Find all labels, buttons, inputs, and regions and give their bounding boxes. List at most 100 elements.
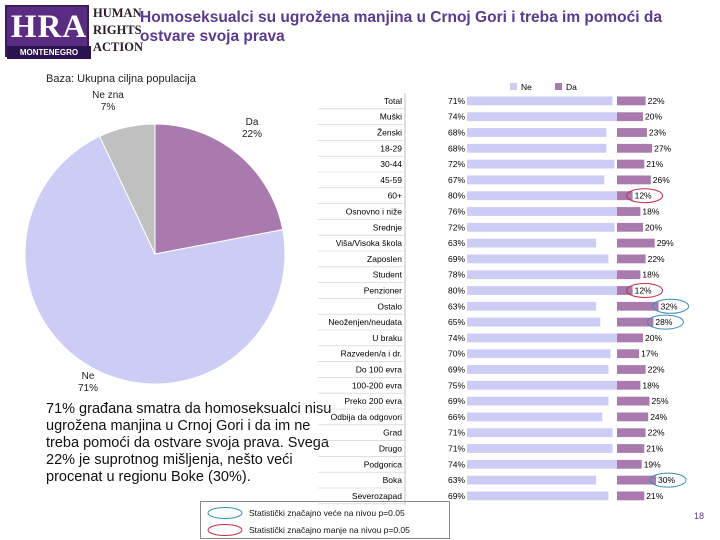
category-label: Drugo [379, 444, 402, 454]
pie-label-ne-zna: Ne zna 7% [88, 90, 128, 114]
bar-da [617, 128, 647, 137]
bar-row-muski: Muški 74% 20% [318, 112, 662, 125]
bar-da [617, 396, 650, 406]
pie-slice-ne [24, 135, 286, 385]
summary-text: 71% građana smatra da homoseksualci nisu… [46, 401, 332, 485]
category-label: Ženski [377, 128, 402, 138]
bar-da [617, 191, 633, 201]
bar-ne-value: 76% [448, 207, 465, 217]
category-label: Preko 200 evra [344, 396, 402, 406]
logo-word-human: HUMAN [93, 6, 142, 20]
bar-row-drugo: Drugo 71% 21% [318, 444, 664, 457]
significance-notes: Statistički značajno veće na nivou p=0.0… [200, 501, 450, 539]
bar-legend: Ne Da [510, 82, 577, 92]
category-label: 30-44 [380, 159, 402, 169]
pie-label-da: Da 22% [232, 117, 272, 141]
category-label: U braku [372, 333, 402, 343]
bar-row-u-braku: U braku 74% 20% [318, 333, 662, 347]
significance-higher-marker [652, 298, 690, 314]
bar-row-grad: Grad 71% 22% [318, 428, 665, 441]
bar-ne [467, 112, 619, 122]
significance-higher-marker [646, 314, 684, 330]
category-label: Total [384, 96, 402, 106]
bar-row-do-100-evra: Do 100 evra 69% 22% [318, 365, 665, 378]
category-label: Penzioner [364, 286, 402, 296]
legend-label-da: Da [566, 82, 577, 92]
bar-da-value: 32% [661, 301, 678, 311]
bar-da-value: 30% [658, 475, 675, 485]
bar-da-value: 28% [655, 317, 672, 327]
category-label: Srednje [373, 222, 403, 232]
bar-da-value: 21% [646, 491, 663, 501]
bar-ne-value: 65% [448, 317, 465, 327]
bar-ne-value: 71% [448, 428, 465, 438]
bar-da-value: 29% [657, 238, 674, 248]
bar-da-value: 25% [652, 396, 669, 406]
bar-da-value: 20% [645, 222, 662, 232]
bar-da-value: 22% [648, 96, 665, 106]
bar-da [617, 286, 633, 295]
bar-da-value: 18% [642, 380, 659, 390]
bar-ne [467, 333, 619, 343]
bar-row-severozapad: Severozapad 69% 21% [318, 491, 664, 505]
bar-ne [467, 159, 615, 169]
bar-row-osnovno-i-nize: Osnovno i niže 76% 18% [318, 207, 660, 220]
bar-ne [467, 444, 613, 453]
bar-da [617, 317, 654, 327]
bar-da-value: 12% [635, 191, 652, 201]
bar-da [617, 380, 641, 390]
category-label: Podgorica [364, 459, 403, 469]
bar-row-preko-200-evra: Preko 200 evra 69% 25% [318, 396, 669, 410]
bar-ne [467, 380, 621, 390]
bar-row-razveden-a-i-dr: Razveden/a i dr. 70% 17% [318, 349, 659, 362]
legend-swatch-ne [510, 83, 517, 90]
bar-da [617, 254, 646, 264]
bar-da-value: 22% [648, 254, 665, 264]
category-label: Grad [383, 428, 402, 438]
bar-da [617, 428, 646, 438]
bar-ne-value: 72% [448, 222, 465, 232]
pie-label-ne: Ne 71% [68, 371, 108, 395]
logo-subtitle: MONTENEGRO [7, 46, 91, 59]
bar-da [617, 207, 641, 216]
legend-label-ne: Ne [521, 82, 532, 92]
bar-row-ostalo: Ostalo 63% 32% [318, 298, 690, 315]
bar-row-18-29: 18-29 68% 27% [318, 143, 672, 157]
bar-ne [467, 175, 605, 185]
category-label: 45-59 [380, 175, 402, 185]
slide-title: Homoseksualci su ugrožena manjina u Crno… [140, 9, 662, 45]
bar-da-value: 19% [644, 459, 661, 469]
category-label: Student [373, 270, 403, 280]
category-label: Boka [383, 475, 403, 485]
bar-ne [467, 317, 601, 327]
bar-da-value: 20% [645, 333, 662, 343]
bar-ne [467, 222, 615, 232]
pie-label-da-name: Da [245, 117, 259, 128]
bar-da-value: 21% [646, 159, 663, 169]
bar-ne-value: 72% [448, 159, 465, 169]
bar-da [617, 475, 656, 485]
pie-chart [24, 123, 286, 385]
bar-da-value: 17% [641, 349, 658, 359]
bar-da-value: 22% [648, 365, 665, 375]
bar-ne-value: 78% [448, 270, 465, 280]
bar-ne [467, 143, 607, 153]
category-label: Viša/Visoka škola [336, 238, 403, 248]
significance-lower-marker [626, 188, 664, 204]
bar-row-100-200-evra: 100-200 evra 75% 18% [318, 380, 660, 394]
logo-letters: HRA [10, 9, 88, 45]
bar-da [617, 459, 642, 469]
pie-label-ne-name: Ne [81, 371, 95, 382]
bar-da [617, 159, 645, 169]
bar-ne-value: 69% [448, 365, 465, 375]
bar-ne [467, 128, 607, 137]
bar-row-podgorica: Podgorica 74% 19% [318, 459, 661, 473]
bar-ne-value: 80% [448, 286, 465, 296]
category-label: Muški [380, 112, 402, 122]
category-label: 18-29 [380, 143, 402, 153]
bar-da [617, 301, 659, 311]
category-label: Zaposlen [367, 254, 402, 264]
bar-da-value: 21% [646, 444, 663, 454]
bar-ne-value: 71% [448, 444, 465, 454]
bar-da [617, 175, 651, 185]
